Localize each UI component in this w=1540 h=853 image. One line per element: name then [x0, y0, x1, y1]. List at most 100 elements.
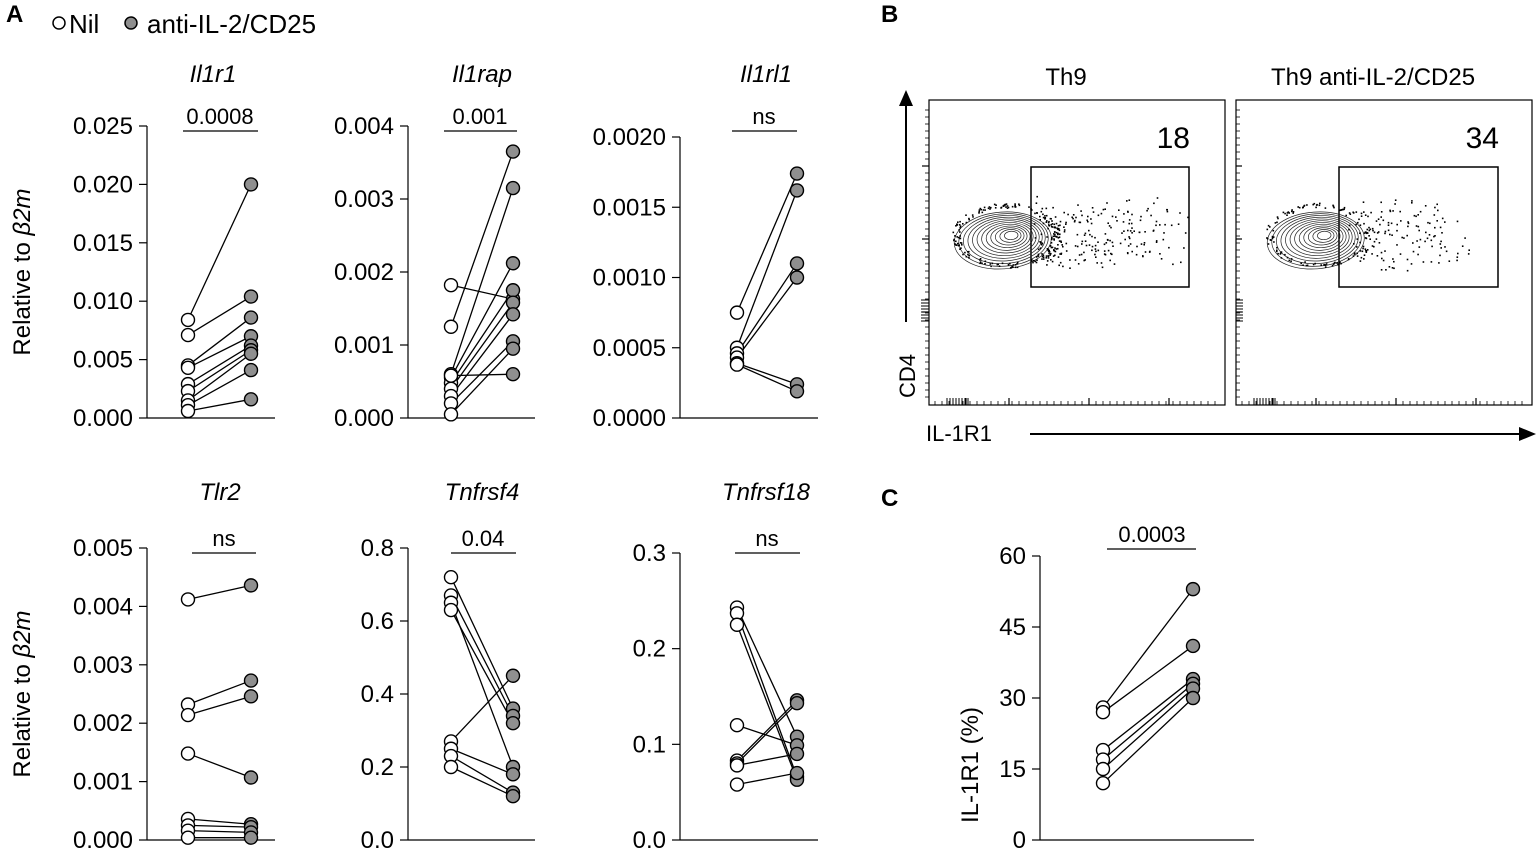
flow-event [1097, 241, 1099, 243]
treated-point [505, 767, 521, 782]
pair-line [1102, 697, 1194, 784]
flow-event [1272, 229, 1275, 232]
y-tick-label: 0.4 [361, 681, 394, 708]
flow-event [1300, 262, 1302, 265]
flow-event [1375, 238, 1378, 240]
cd4-axis-label: CD4 [895, 354, 920, 398]
flow-event [1353, 253, 1356, 255]
flow-event [958, 229, 960, 231]
flow-event [1150, 214, 1152, 217]
pair-line [187, 295, 252, 336]
flow-event [1153, 202, 1155, 205]
flow-event [1312, 203, 1314, 206]
treated-point [789, 695, 805, 711]
flow-event [1155, 220, 1158, 223]
flow-event [971, 214, 974, 216]
treated-point [505, 144, 521, 159]
flow-event [1046, 260, 1049, 262]
significance-label: ns [755, 526, 778, 551]
flow-event [1403, 237, 1405, 239]
flow-event [1039, 215, 1041, 218]
flow-event [1376, 255, 1379, 257]
flow-event [1106, 202, 1108, 204]
flow-event [1014, 206, 1016, 208]
flow-event [1041, 258, 1043, 260]
contour-ring [1317, 230, 1332, 241]
flow-event [1304, 261, 1306, 263]
contour-ring [1285, 218, 1353, 259]
flow-event [1444, 246, 1446, 248]
y-tick-label: 0.005 [73, 347, 133, 374]
flow-event [1288, 259, 1291, 262]
flow-event [1131, 232, 1133, 234]
flow-event [1318, 204, 1321, 207]
flow-event [1074, 245, 1077, 247]
flow-event [1152, 230, 1155, 232]
flow-event [1032, 261, 1034, 264]
flow-event [1127, 211, 1129, 213]
flow-event [1035, 256, 1038, 258]
flow-event [1436, 203, 1438, 206]
flow-event [1048, 251, 1051, 253]
chart-il1r1: 0.000 0.005 0.010 0.015 0.020 0.025 Il1r1 0.000… [9, 61, 275, 432]
flow-event [1179, 212, 1181, 214]
flow-event [958, 224, 961, 226]
flow-event [1425, 231, 1427, 234]
flow-event [1065, 221, 1067, 224]
nil-point [1095, 761, 1111, 777]
flow-event [1380, 269, 1383, 271]
flow-event [1111, 253, 1113, 256]
pair-line [736, 362, 798, 385]
treated-point [789, 765, 805, 781]
flow-event [1332, 205, 1335, 208]
flow-event [1298, 206, 1301, 209]
pair-line [450, 340, 514, 404]
pair-line [187, 679, 252, 706]
flow-event [1433, 214, 1436, 216]
flow-event [1371, 253, 1373, 255]
flow-event [1048, 224, 1050, 226]
flow-event [1009, 262, 1011, 265]
flow-event [1358, 218, 1360, 221]
treated-point [243, 392, 259, 407]
flow-event [1306, 264, 1309, 267]
flow-event [1448, 260, 1451, 262]
flow-event [1131, 213, 1133, 216]
cd4-arrowhead-icon [899, 90, 913, 106]
y-tick-label: 0.004 [334, 113, 394, 140]
flow-event [1325, 263, 1328, 265]
flow-event [1368, 229, 1371, 232]
flow-event [1272, 236, 1275, 238]
flow-event [1441, 232, 1443, 234]
y-axis-label-gene: β2m [9, 610, 36, 658]
y-tick-label: 15 [999, 756, 1026, 783]
treated-point [243, 689, 259, 704]
flow-event [1288, 212, 1290, 214]
flow-event [1384, 230, 1387, 233]
flow-event [1036, 212, 1038, 214]
flow-event [1367, 215, 1369, 218]
flow-event [1056, 227, 1058, 230]
flow-event [1364, 248, 1367, 250]
flow-event [1389, 233, 1391, 236]
flow-event [1054, 235, 1056, 237]
contour-ring [1307, 227, 1338, 246]
flow-event [1084, 259, 1086, 261]
treated-point [505, 307, 521, 322]
flow-event [1439, 226, 1442, 229]
flow-event [1347, 258, 1350, 261]
flow-event [959, 242, 962, 244]
flow-event [1274, 222, 1277, 224]
flow-event [1060, 253, 1062, 255]
flow-event [1048, 252, 1050, 255]
flow-event [1065, 242, 1068, 245]
flow-event [1297, 206, 1299, 208]
flow-event [1063, 230, 1066, 233]
pair-line [187, 349, 252, 392]
flow-event [1314, 262, 1316, 265]
flow-event [1354, 252, 1356, 254]
flow-event [1014, 266, 1017, 269]
flow-event [1352, 255, 1355, 257]
flow-event [1040, 241, 1042, 244]
pair-line [187, 584, 252, 601]
